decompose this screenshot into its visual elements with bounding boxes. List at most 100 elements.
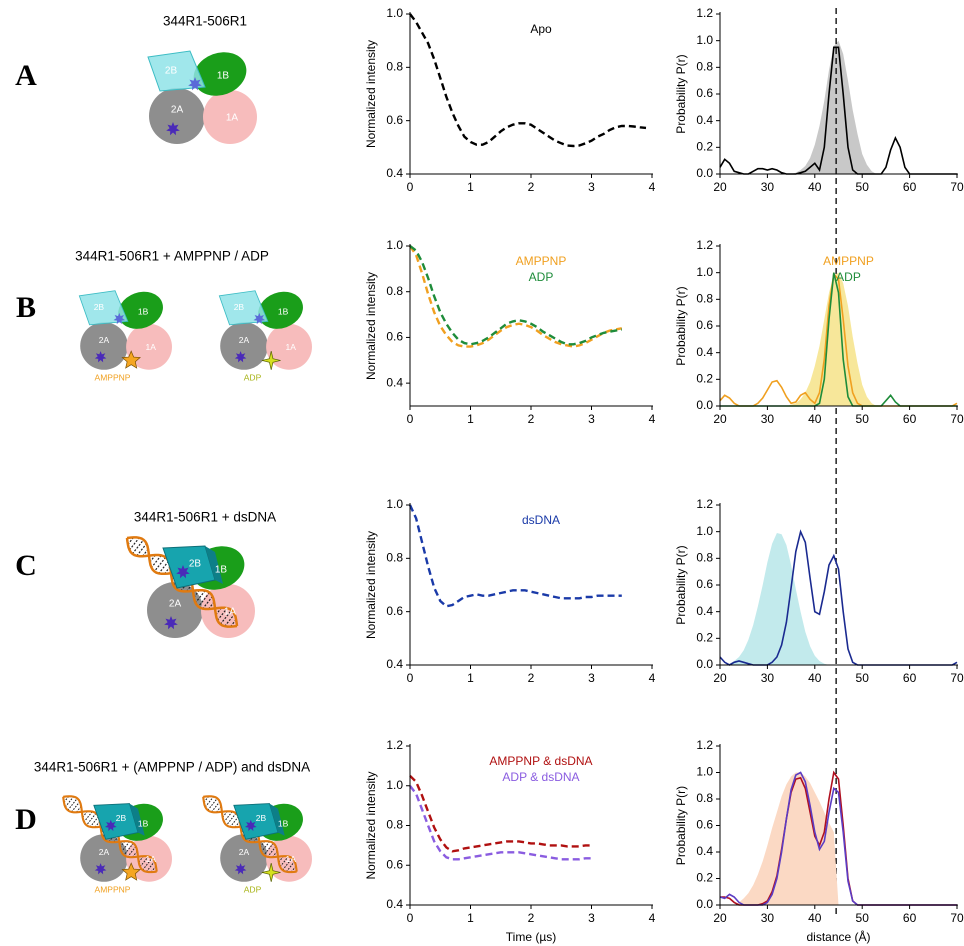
y-tick-label: 1.2	[696, 497, 713, 511]
x-tick-label: 70	[950, 180, 964, 194]
legend-label: ADP	[529, 270, 554, 284]
domain-2b-side	[269, 803, 285, 836]
schematic: 2B 1B 2A 1A	[125, 536, 255, 638]
schematic: 2B 1B 2A 1A AMPPNP	[62, 795, 172, 895]
x-tick-label: 40	[808, 180, 822, 194]
domain-label: 2A	[239, 335, 250, 345]
panel-title: 344R1-506R1 + (AMPPNP / ADP) and dsDNA	[34, 760, 310, 775]
domain-label: 1B	[138, 818, 149, 828]
y-tick-label: 0.4	[696, 844, 713, 858]
dna-base-pair	[279, 856, 289, 868]
x-tick-label: 0	[407, 180, 414, 194]
y-tick-label: 1.0	[386, 6, 403, 20]
panel-title: 344R1-506R1 + AMPPNP / ADP	[75, 249, 269, 264]
dna-base-pair	[194, 590, 206, 604]
y-tick-label: 0.8	[386, 551, 403, 565]
domain-2a	[220, 322, 268, 370]
legend-label: AMPPNP	[516, 254, 567, 268]
ligand	[121, 350, 141, 369]
x-tick-label: 70	[950, 412, 964, 426]
x-tick-label: 2	[528, 911, 535, 925]
y-tick-label: 1.0	[386, 238, 403, 252]
ligand-label: AMPPNP	[95, 373, 131, 383]
x-tick-label: 3	[588, 671, 595, 685]
x-tick-label: 30	[761, 671, 775, 685]
x-tick-label: 50	[856, 671, 870, 685]
dna-base-pair	[207, 797, 218, 811]
spin-label	[94, 863, 107, 875]
y-tick-label: 0.6	[696, 818, 713, 832]
y-tick-label: 0.2	[696, 871, 713, 885]
dna-base-pair	[64, 796, 74, 808]
y-tick-label: 0.8	[386, 818, 403, 832]
x-tick-label: 4	[649, 180, 656, 194]
dna-base-pair	[219, 609, 233, 625]
dna-base-pair	[153, 556, 167, 572]
x-tick-label: 30	[761, 180, 775, 194]
dna-strand	[202, 796, 297, 874]
dna-base-pair	[139, 856, 149, 868]
x-tick-label: 20	[713, 180, 727, 194]
y-tick-label: 1.2	[696, 738, 713, 752]
panel-letter: D	[15, 803, 37, 836]
y-tick-label: 0.0	[696, 166, 713, 180]
domain-2a	[220, 834, 268, 882]
domain-2a	[147, 582, 203, 638]
dna-base-pair	[89, 816, 99, 828]
y-tick-label: 0.8	[386, 284, 403, 298]
x-tick-label: 0	[407, 671, 414, 685]
ligand	[261, 351, 281, 370]
y-tick-label: 1.2	[696, 6, 713, 20]
schematic: 2B 1B 2A 1A ADP	[218, 290, 312, 383]
panel-letter: A	[15, 59, 37, 92]
x-tick-label: 1	[467, 412, 474, 426]
domain-label: 1A	[226, 113, 239, 124]
y-tick-label: 0.0	[696, 657, 713, 671]
domain-label: 2B	[234, 302, 245, 312]
x-axis-label: distance (Å)	[806, 929, 870, 944]
domain-1b	[193, 52, 247, 96]
fit-line	[409, 245, 623, 348]
x-tick-label: 3	[588, 180, 595, 194]
x-tick-label: 2	[528, 671, 535, 685]
x-tick-label: 1	[467, 911, 474, 925]
x-tick-label: 40	[808, 911, 822, 925]
domain-label: 2B	[94, 302, 105, 312]
spin-label	[188, 77, 202, 91]
y-axis-label: Normalized intensity	[364, 771, 378, 879]
dna-base-pair	[142, 857, 153, 871]
y-tick-label: 0.4	[386, 375, 403, 389]
dna-base-pair	[131, 539, 145, 555]
x-tick-label: 3	[588, 911, 595, 925]
y-tick-label: 0.6	[386, 604, 403, 618]
x-tick-label: 0	[407, 911, 414, 925]
domain-label: 2A	[239, 847, 250, 857]
domain-2a	[80, 834, 128, 882]
domain-label: 2A	[99, 847, 110, 857]
x-tick-label: 20	[713, 911, 727, 925]
dna-base-pair	[211, 801, 221, 813]
panel-letter: B	[16, 291, 36, 324]
y-tick-label: 0.6	[386, 857, 403, 871]
schematic: 2B 1B 2A 1A ADP	[202, 795, 312, 895]
domain-1a	[266, 323, 312, 370]
dna-base-pair	[123, 842, 134, 856]
domain-label: 1A	[286, 342, 297, 352]
y-tick-label: 0.2	[696, 631, 713, 645]
ligand	[261, 863, 281, 882]
x-tick-label: 1	[467, 671, 474, 685]
distribution-area	[720, 533, 957, 665]
x-tick-label: 4	[649, 671, 656, 685]
distribution-area	[720, 272, 957, 406]
ligand-label: ADP	[244, 373, 262, 383]
domain-label: 2B	[116, 813, 127, 823]
spin-label	[176, 565, 190, 579]
domain-label: 2A	[99, 335, 110, 345]
dna-base-pair	[86, 812, 97, 826]
legend-label: AMPPNP & dsDNA	[489, 754, 592, 768]
y-tick-label: 0.4	[696, 345, 713, 359]
x-tick-label: 0	[407, 412, 414, 426]
y-axis-label: Probability P(r)	[674, 286, 688, 365]
y-tick-label: 0.6	[386, 330, 403, 344]
